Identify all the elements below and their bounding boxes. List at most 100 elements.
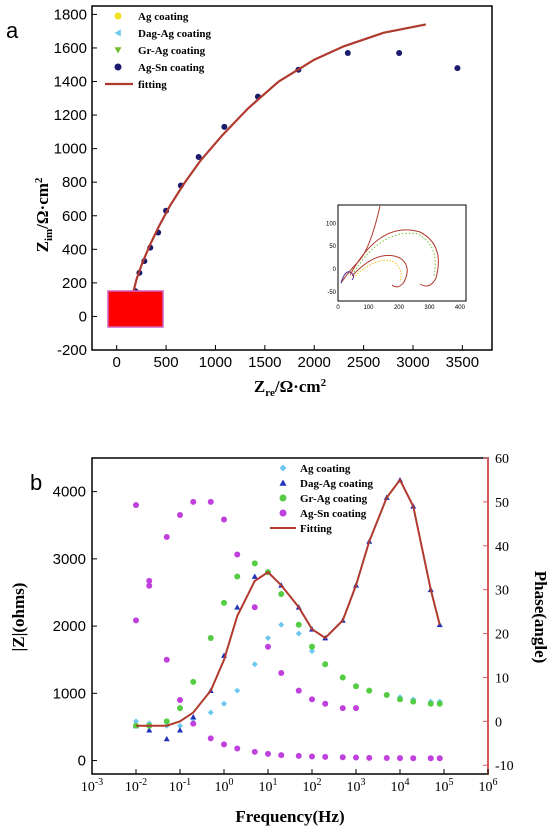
b-data-point <box>163 656 170 663</box>
b-data-point <box>133 502 139 509</box>
b-x-tick-exp: -3 <box>95 777 103 788</box>
a-x-tick-label: 500 <box>154 354 179 371</box>
panel-b-right-axis-label: Phase(angle) <box>531 571 550 664</box>
panel-b-x-ticks: 10-3 10-2 10-1 100 101 102 103 104 105 106 <box>81 769 498 795</box>
panel-a-x-axis-label-sub: re <box>265 387 275 399</box>
b-x-tick-label: 104 <box>391 777 410 795</box>
a-legend-marker <box>114 47 122 54</box>
inset-points-gr-ag <box>353 232 436 277</box>
b-data-point <box>221 599 227 606</box>
b-x-tick-label: 100 <box>215 777 234 795</box>
a-legend-marker <box>114 63 122 71</box>
b-x-tick-exp: 2 <box>317 777 322 788</box>
b-legend-label: Dag-Ag coating <box>300 478 374 490</box>
panel-a-y-axis-label-sub: im <box>43 229 55 241</box>
b-data-point <box>251 748 258 755</box>
b-right-tick-label: -10 <box>495 759 514 774</box>
panel-b-data <box>133 476 443 762</box>
b-legend-marker <box>279 464 287 472</box>
a-fitting-line <box>130 23 427 300</box>
a-inset-x-tick-label: 200 <box>394 305 405 311</box>
panel-a-y-axis-label-main: Z <box>33 241 52 252</box>
a-data-point <box>195 154 202 161</box>
b-data-point <box>177 512 183 519</box>
b-data-point <box>295 687 302 694</box>
panel-a-y-ticks: -200 0 200 400 600 800 1000 1200 1400 1600 1800 <box>54 6 97 359</box>
panel-b-legend: Ag coating Dag-Ag coating Gr-Ag coating Ag-… <box>270 463 374 535</box>
b-data-point <box>251 560 258 567</box>
b-x-tick-label: 10-2 <box>125 777 147 795</box>
b-legend-label: Fitting <box>300 523 332 535</box>
b-data-point <box>427 755 434 762</box>
a-y-tick-label: 200 <box>62 275 87 292</box>
b-right-tick-label: 50 <box>495 496 509 511</box>
b-data-point <box>295 752 302 759</box>
inset-curve-ag-sn <box>340 271 355 284</box>
b-right-tick-label: 20 <box>495 628 509 643</box>
b-data-point <box>146 582 153 589</box>
a-y-tick-label: 1600 <box>54 40 87 57</box>
b-data-point <box>397 696 403 703</box>
b-x-tick-label: 105 <box>435 777 454 795</box>
b-y-tick-label: 2000 <box>53 618 86 635</box>
b-data-point <box>221 741 227 748</box>
b-data-point <box>207 735 214 742</box>
b-data-point <box>322 753 329 760</box>
a-legend-marker <box>114 29 121 37</box>
b-data-point <box>265 643 271 650</box>
b-data-point <box>383 692 390 698</box>
a-inset-y-tick-label: -50 <box>327 290 336 296</box>
b-data-point <box>190 498 197 505</box>
b-x-tick-base: 10 <box>81 780 95 795</box>
a-data-point <box>454 65 461 72</box>
b-legend-marker <box>279 509 287 517</box>
b-data-point <box>133 617 139 624</box>
b-data-point <box>427 700 434 707</box>
a-x-tick-label: 2500 <box>347 354 380 371</box>
b-legend-label: Ag-Sn coating <box>300 508 367 520</box>
b-data-point <box>339 674 346 681</box>
a-inset-y-tick-label: 100 <box>326 221 337 227</box>
b-legend-label: Ag coating <box>300 463 351 475</box>
b-x-tick-base: 10 <box>347 780 361 795</box>
b-fitting-line <box>136 478 441 727</box>
b-data-point <box>353 754 359 761</box>
b-data-point <box>251 604 258 611</box>
panel-a-inset-frame <box>337 204 467 302</box>
inset-curve-gr-ag <box>349 229 439 287</box>
b-data-point <box>163 735 170 742</box>
b-x-tick-label: 10-1 <box>169 777 191 795</box>
b-data-point <box>221 700 227 707</box>
b-x-tick-exp: 5 <box>449 777 454 788</box>
b-x-tick-exp: 6 <box>493 777 498 788</box>
b-data-point <box>251 573 258 579</box>
b-data-point <box>207 634 214 641</box>
a-inset-x-tick-label: 0 <box>336 305 340 311</box>
b-data-point <box>436 700 443 707</box>
panel-a: a -200020040060080010001200140016001800 … <box>6 5 493 399</box>
b-x-tick-base: 10 <box>391 780 405 795</box>
a-legend-label: Ag coating <box>138 11 189 23</box>
a-inset-y-tick-label: 0 <box>333 267 337 273</box>
a-legend-label: Ag-Sn coating <box>138 62 205 74</box>
panel-b-left-y-ticks: 0 1000 2000 3000 4000 <box>53 484 97 770</box>
a-y-tick-label: 1200 <box>54 107 87 124</box>
b-data-point <box>322 661 329 668</box>
b-x-tick-exp: -1 <box>183 777 191 788</box>
b-legend-marker <box>279 494 287 502</box>
b-data-point <box>251 661 258 668</box>
b-data-point <box>265 750 271 757</box>
b-x-tick-base: 10 <box>259 780 273 795</box>
a-x-tick-label: 0 <box>113 354 121 371</box>
b-data-point <box>295 621 302 628</box>
panel-a-red-highlight-box <box>107 290 164 328</box>
b-data-point <box>177 727 183 733</box>
b-data-point <box>163 718 170 725</box>
a-x-tick-label: 3000 <box>396 354 429 371</box>
b-data-point <box>207 709 214 716</box>
b-data-point <box>234 687 241 694</box>
b-x-tick-exp: -2 <box>139 777 147 788</box>
panel-a-inset-curves <box>340 205 439 288</box>
b-data-point <box>133 718 139 725</box>
